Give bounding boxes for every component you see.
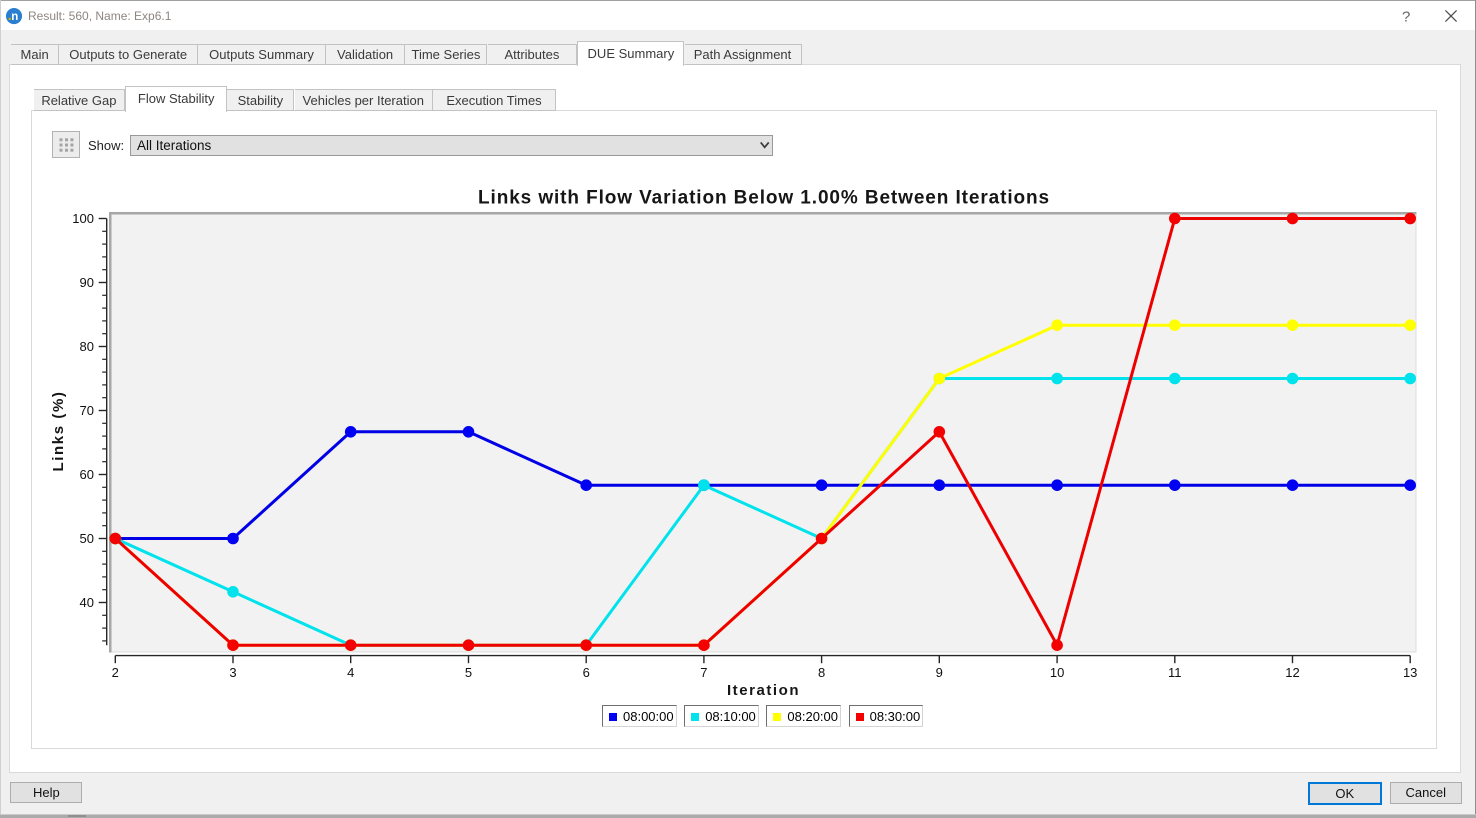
- svg-text:?: ?: [1402, 9, 1410, 26]
- svg-text:n: n: [11, 11, 18, 23]
